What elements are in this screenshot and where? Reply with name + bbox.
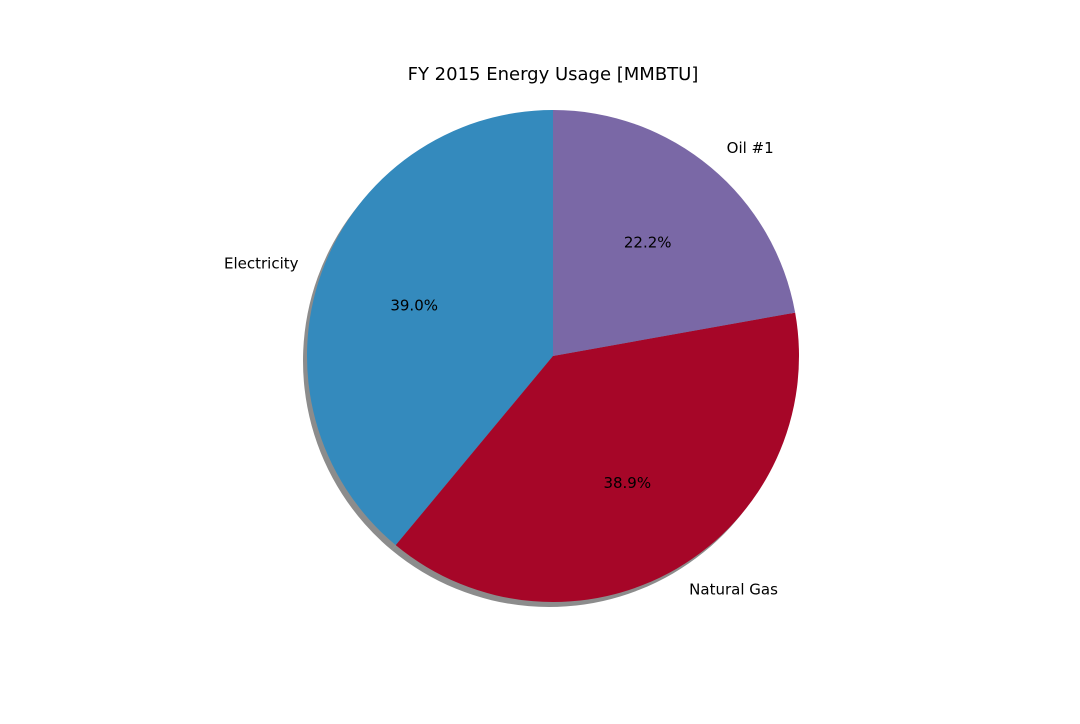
pie-slices: [307, 110, 799, 602]
slice-label-oil-1: Oil #1: [727, 139, 774, 157]
pie-labels: 39.0% Electricity 38.9% Natural Gas 22.2% Oil…: [224, 139, 778, 598]
slice-percent-label-electricity: 39.0%: [390, 296, 438, 314]
slice-label-electricity: Electricity: [224, 255, 299, 273]
slice-oil-1: [553, 110, 796, 356]
slice-percent-label-oil-1: 22.2%: [624, 233, 672, 251]
slice-label-natural-gas: Natural Gas: [689, 580, 778, 598]
slice-electricity: [307, 110, 553, 546]
chart-title: FY 2015 Energy Usage [MMBTU]: [408, 64, 699, 85]
slice-percent-label-natural-gas: 38.9%: [603, 474, 651, 492]
slice-natural-gas: [395, 312, 799, 602]
